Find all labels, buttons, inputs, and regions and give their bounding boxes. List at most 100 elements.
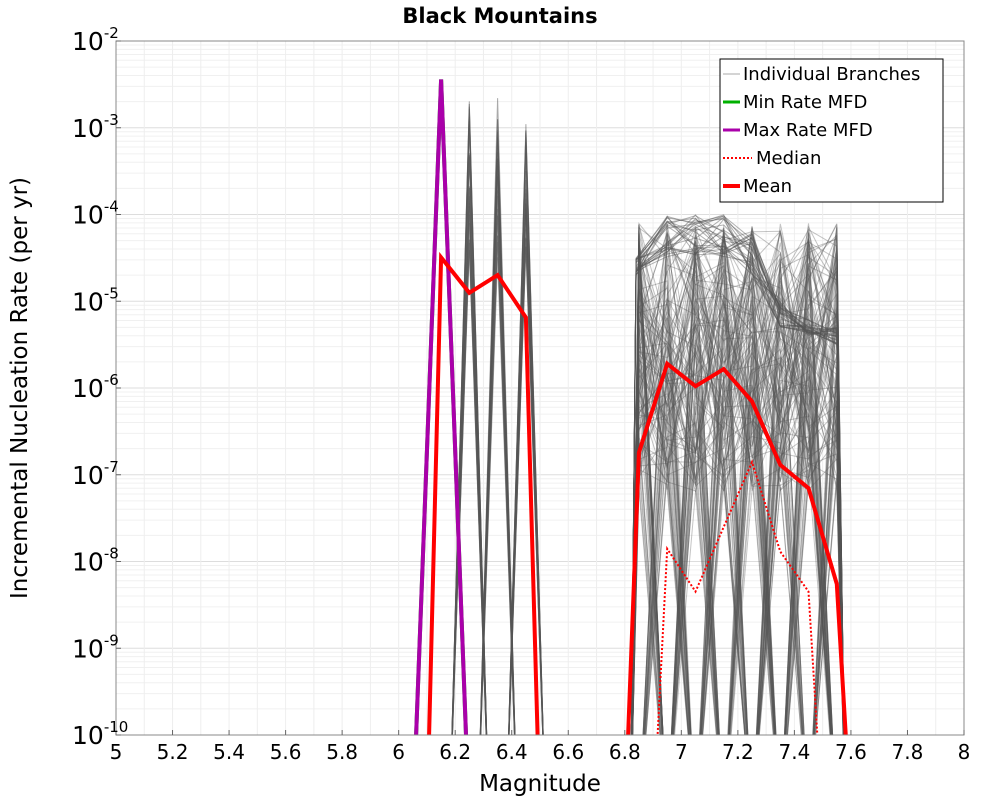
branch-line bbox=[631, 348, 845, 735]
branch-line bbox=[631, 236, 845, 735]
branch-line bbox=[643, 239, 844, 735]
branch-line bbox=[642, 241, 844, 735]
branch-line bbox=[631, 255, 845, 735]
branch-line bbox=[630, 215, 845, 735]
branch-line bbox=[643, 225, 845, 735]
branch-line bbox=[631, 314, 845, 735]
legend-label-branches: Individual Branches bbox=[743, 64, 920, 85]
legend-label-mean: Mean bbox=[743, 176, 792, 197]
branch-line bbox=[631, 247, 845, 735]
branch-line bbox=[631, 230, 845, 735]
branch-line bbox=[632, 290, 833, 735]
branch-line bbox=[630, 219, 845, 735]
branch-line bbox=[631, 258, 844, 735]
branch-line bbox=[630, 215, 845, 735]
branch-line bbox=[631, 258, 845, 735]
branch-line bbox=[631, 234, 845, 735]
y-tick-label: 10-7 bbox=[72, 458, 119, 490]
branch-line bbox=[632, 247, 845, 735]
series-max-rate-mfd bbox=[414, 79, 469, 735]
branch-line bbox=[631, 224, 845, 735]
branch-line bbox=[645, 272, 845, 735]
branch-line bbox=[630, 217, 845, 735]
branch-line bbox=[630, 217, 845, 735]
branch-line bbox=[630, 216, 845, 735]
branch-line bbox=[631, 267, 844, 735]
branch-line bbox=[630, 220, 845, 735]
y-tick-label: 10-3 bbox=[72, 111, 119, 143]
branch-line bbox=[645, 256, 844, 735]
branch-line bbox=[631, 277, 845, 735]
y-tick-label: 10-9 bbox=[72, 631, 119, 663]
branch-line bbox=[631, 228, 845, 735]
branch-line bbox=[631, 264, 832, 735]
branch-line bbox=[631, 250, 844, 735]
branch-line bbox=[631, 228, 845, 735]
branch-line bbox=[630, 214, 845, 735]
branch-line bbox=[631, 279, 845, 735]
branch-line bbox=[631, 233, 845, 735]
x-tick-label: 7.4 bbox=[778, 740, 810, 764]
branch-line bbox=[631, 233, 845, 735]
branch-line bbox=[671, 229, 845, 735]
branch-line bbox=[631, 269, 845, 735]
branch-line bbox=[631, 261, 803, 735]
branch-line bbox=[631, 225, 845, 735]
branch-line bbox=[671, 276, 832, 735]
branch-line bbox=[631, 231, 832, 735]
x-tick-label: 7 bbox=[675, 740, 688, 764]
branch-line bbox=[631, 304, 845, 735]
branch-line bbox=[631, 244, 845, 735]
y-tick-label: 10-5 bbox=[72, 284, 119, 316]
chart-title: Black Mountains bbox=[402, 4, 597, 28]
branch-line bbox=[632, 261, 845, 735]
branch-line bbox=[631, 295, 844, 735]
branch-line bbox=[631, 257, 845, 735]
branch-line bbox=[642, 238, 845, 735]
branch-line bbox=[632, 270, 845, 735]
legend-label-max-rate: Max Rate MFD bbox=[743, 120, 873, 141]
branch-line bbox=[630, 216, 845, 735]
branch-line bbox=[451, 187, 487, 735]
branch-line bbox=[631, 252, 845, 735]
branch-line bbox=[642, 223, 844, 735]
y-tick-label: 10-8 bbox=[72, 545, 119, 577]
branch-line bbox=[631, 226, 833, 735]
branch-line bbox=[630, 214, 845, 735]
branch-line bbox=[508, 246, 544, 735]
branch-line bbox=[631, 277, 832, 735]
branch-line bbox=[631, 243, 804, 735]
branch-line bbox=[631, 289, 833, 735]
branch-line bbox=[631, 247, 831, 735]
x-tick-label: 5.2 bbox=[157, 740, 189, 764]
branch-line bbox=[645, 290, 845, 735]
branch-line bbox=[631, 238, 845, 735]
branch-line bbox=[631, 267, 845, 735]
branch-line bbox=[644, 251, 845, 735]
branch-line bbox=[631, 250, 845, 735]
branch-line bbox=[631, 319, 775, 735]
branch-line bbox=[631, 375, 845, 735]
branch-line bbox=[630, 224, 845, 735]
series-median bbox=[656, 459, 819, 735]
branch-line bbox=[631, 249, 845, 735]
branch-line bbox=[631, 252, 832, 735]
branch-line bbox=[631, 390, 774, 735]
branch-line bbox=[630, 225, 845, 735]
branch-line bbox=[631, 252, 844, 735]
branch-line bbox=[631, 266, 845, 735]
branch-line bbox=[671, 228, 834, 735]
branch-line bbox=[631, 238, 832, 735]
branch-line bbox=[631, 270, 845, 735]
branch-line bbox=[631, 222, 845, 735]
branch-line bbox=[643, 247, 802, 735]
branch-line bbox=[479, 158, 516, 735]
x-tick-label: 5.8 bbox=[326, 740, 358, 764]
branch-line bbox=[631, 226, 845, 735]
x-tick-label: 7.6 bbox=[835, 740, 867, 764]
branch-line bbox=[508, 132, 544, 735]
branch-line bbox=[631, 261, 832, 735]
branch-line bbox=[631, 301, 844, 735]
branch-line bbox=[632, 233, 834, 735]
